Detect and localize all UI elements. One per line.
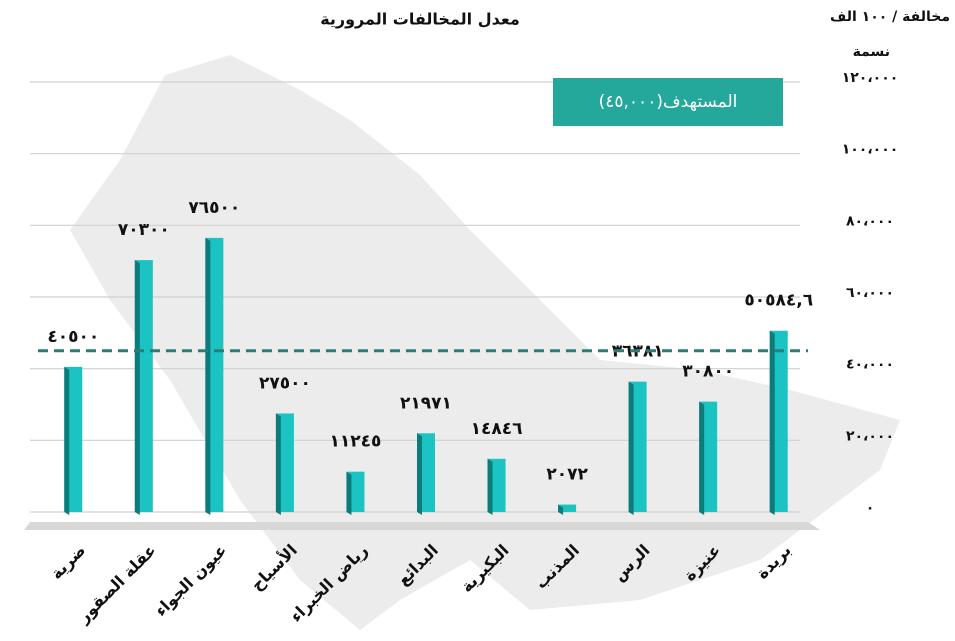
x-tick-label: ضرية (47, 541, 90, 584)
value-label: ١١٢٤٥ (330, 432, 382, 452)
bar-side (558, 504, 564, 515)
y-axis-label: مخالفة / ١٠٠ الف (830, 9, 950, 25)
target-label: المستهدف(٤٥,٠٠٠) (599, 92, 738, 112)
y-tick-label: ٦٠،٠٠٠ (846, 285, 894, 301)
floor (24, 522, 820, 530)
value-label: ٥٠٥٨٤,٦ (744, 291, 813, 311)
bar-side (699, 401, 705, 515)
bar-side (487, 458, 493, 515)
y-tick-label: ٨٠،٠٠٠ (846, 213, 894, 229)
value-label: ٤٠٥٠٠ (47, 327, 99, 347)
bar (558, 504, 577, 512)
chart-title: معدل المخالفات المرورية (320, 10, 520, 29)
y-tick-label: ١٢٠،٠٠٠ (842, 70, 899, 86)
bar-side (628, 381, 634, 515)
value-label: ٢٧٥٠٠ (259, 373, 311, 393)
bar-side (346, 471, 352, 515)
bar-side (769, 330, 775, 515)
bar-side (64, 366, 70, 515)
value-label: ٣٠٨٠٠ (682, 362, 734, 382)
value-label: ٢٠٧٢ (546, 465, 588, 485)
y-tick-label: ٠ (866, 500, 875, 516)
bar-side (205, 237, 211, 515)
y-tick-label: ٤٠،٠٠٠ (846, 357, 894, 373)
bar-side (134, 260, 140, 515)
bar-side (417, 433, 422, 515)
y-tick-label: ٢٠،٠٠٠ (846, 428, 894, 444)
x-tick-label: عيون الجواء (151, 541, 231, 621)
value-label: ١٤٨٤٦ (471, 419, 523, 439)
y-tick-label: ١٠٠،٠٠٠ (842, 142, 899, 158)
y-axis-label: نسمة (853, 44, 890, 60)
value-label: ٧٠٣٠٠ (118, 220, 170, 240)
bar-side (275, 413, 281, 515)
value-label: ٢١٩٧١ (400, 393, 452, 413)
value-label: ٧٦٥٠٠ (188, 198, 240, 218)
target-box (553, 78, 783, 126)
